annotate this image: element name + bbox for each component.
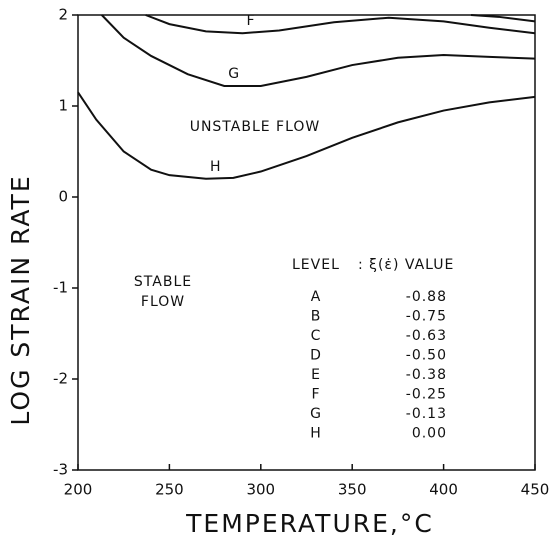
contour-label: G (228, 66, 240, 82)
table-value: 0.00 (412, 426, 447, 442)
y-tick-label: 2 (58, 6, 68, 24)
table-level: H (310, 426, 322, 442)
table-value: -0.75 (406, 309, 447, 325)
table-level: F (311, 387, 320, 403)
annotation: FLOW (141, 294, 185, 310)
table-header: : ξ(ε̇) VALUE (358, 257, 454, 273)
table-value: -0.25 (406, 387, 447, 403)
table-level: A (311, 289, 322, 305)
contour-label: F (247, 13, 256, 29)
table-value: -0.38 (406, 367, 447, 383)
table-level: D (310, 348, 322, 364)
x-tick-label: 300 (246, 481, 275, 499)
y-tick-label: -1 (53, 279, 68, 297)
y-tick-label: 0 (58, 188, 68, 206)
annotation: STABLE (134, 274, 192, 290)
table-level: E (311, 367, 321, 383)
contour-line (77, 91, 536, 180)
x-tick-label: 400 (429, 481, 458, 499)
table-level: B (311, 309, 322, 325)
x-tick-label: 350 (338, 481, 367, 499)
annotation: UNSTABLE FLOW (190, 119, 321, 135)
y-tick-label: -2 (53, 370, 68, 388)
contour-line (470, 14, 536, 23)
table-level: G (310, 406, 322, 422)
table-header: LEVEL (292, 257, 340, 273)
plot-frame (77, 14, 536, 471)
table-value: -0.88 (406, 289, 447, 305)
table-value: -0.13 (406, 406, 447, 422)
y-axis-label: LOG STRAIN RATE (6, 174, 35, 425)
contour-label: H (210, 159, 222, 175)
table-value: -0.63 (406, 328, 447, 344)
y-tick-label: 1 (58, 97, 68, 115)
table-value: -0.50 (406, 348, 447, 364)
table-level: C (311, 328, 322, 344)
y-tick-label: -3 (53, 461, 68, 479)
x-tick-label: 200 (64, 481, 93, 499)
x-axis-label: TEMPERATURE,°C (185, 509, 434, 538)
x-tick-label: 450 (521, 481, 550, 499)
x-tick-label: 250 (155, 481, 184, 499)
contour-line (145, 14, 536, 35)
contour-line (101, 14, 536, 87)
